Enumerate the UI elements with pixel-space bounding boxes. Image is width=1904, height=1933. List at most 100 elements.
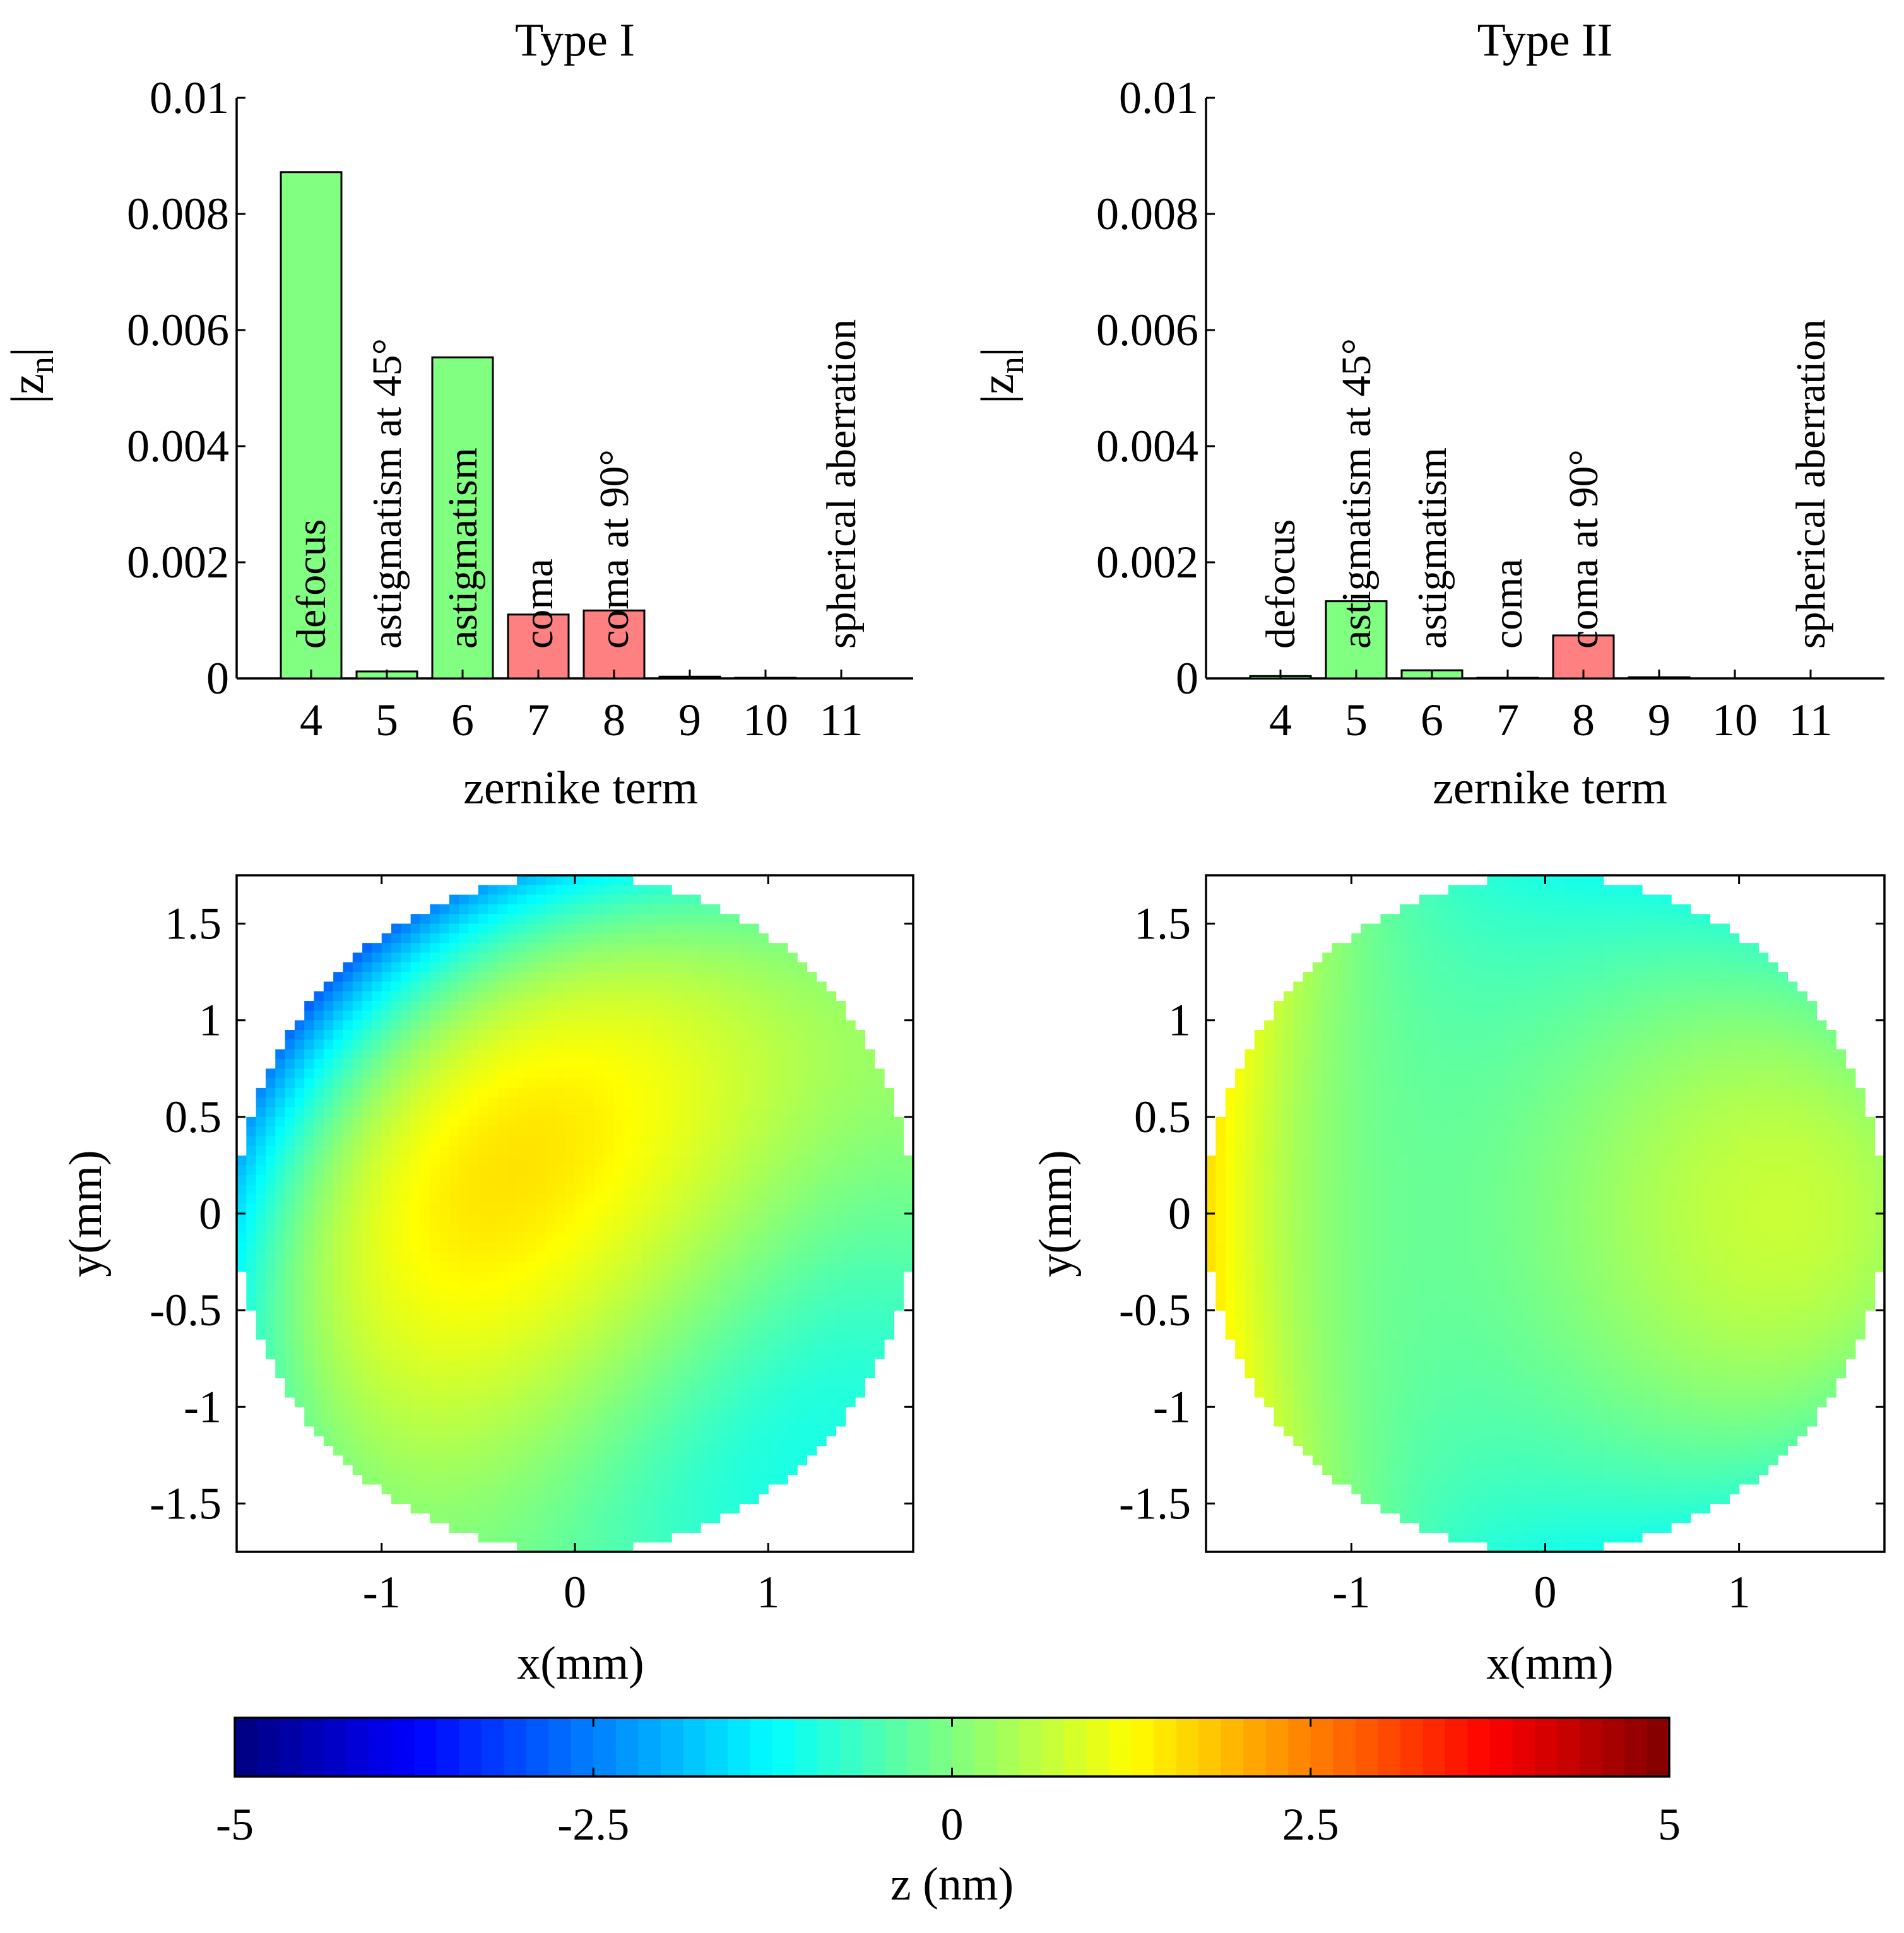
heatmap-cell bbox=[739, 1068, 750, 1079]
heatmap-cell bbox=[739, 1039, 750, 1050]
heatmap-cell bbox=[1235, 1165, 1246, 1176]
heatmap-cell bbox=[690, 1214, 701, 1224]
heatmap-cell bbox=[449, 1233, 459, 1243]
heatmap-cell bbox=[836, 1233, 846, 1243]
heatmap-cell bbox=[1254, 1203, 1265, 1214]
heatmap-cell bbox=[690, 1445, 701, 1456]
heatmap-cell bbox=[478, 1001, 488, 1011]
heatmap-cell bbox=[1215, 1300, 1226, 1311]
heatmap-cell bbox=[652, 1030, 663, 1040]
heatmap-cell bbox=[661, 1049, 672, 1060]
heatmap-cell bbox=[748, 1068, 759, 1079]
heatmap-cell bbox=[797, 1174, 808, 1185]
heatmap-cell bbox=[1361, 1445, 1371, 1456]
heatmap-cell bbox=[401, 1058, 411, 1069]
heatmap-cell bbox=[1235, 1174, 1246, 1185]
heatmap-cell bbox=[594, 1445, 605, 1456]
heatmap-cell bbox=[1351, 1214, 1362, 1224]
heatmap-cell bbox=[497, 952, 508, 963]
heatmap-cell bbox=[1400, 1426, 1410, 1436]
heatmap-cell bbox=[575, 1001, 585, 1011]
heatmap-cell bbox=[826, 1291, 837, 1301]
heatmap-cell bbox=[1342, 943, 1352, 954]
heatmap-cell bbox=[701, 1474, 711, 1485]
heatmap-cell bbox=[1312, 1271, 1323, 1282]
heatmap-cell bbox=[536, 1107, 547, 1118]
heatmap-cell bbox=[526, 1097, 537, 1108]
heatmap-cell bbox=[1351, 1445, 1362, 1456]
heatmap-cell bbox=[1283, 1107, 1294, 1118]
heatmap-cell bbox=[584, 1107, 595, 1118]
heatmap-cell bbox=[584, 972, 595, 983]
heatmap-cell bbox=[623, 1349, 634, 1359]
heatmap-cell bbox=[1371, 1097, 1381, 1108]
heatmap-cell bbox=[546, 1426, 556, 1436]
heatmap-cell bbox=[565, 972, 576, 983]
heatmap-cell bbox=[314, 1233, 324, 1243]
heatmap-cell bbox=[1215, 1185, 1226, 1195]
heatmap-cell bbox=[449, 1339, 459, 1349]
heatmap-cell bbox=[894, 1203, 904, 1214]
heatmap-cell bbox=[787, 1300, 798, 1311]
heatmap-cell bbox=[836, 1068, 846, 1079]
heatmap-cell bbox=[526, 1252, 537, 1263]
heatmap-cell bbox=[1225, 1252, 1236, 1263]
heatmap-cell bbox=[1351, 1474, 1362, 1485]
heatmap-cell bbox=[623, 1465, 634, 1475]
heatmap-cell bbox=[304, 1291, 315, 1301]
heatmap-cell bbox=[575, 1484, 585, 1494]
heatmap-cell bbox=[294, 1387, 305, 1398]
heatmap-cell bbox=[449, 1001, 459, 1011]
heatmap-cell bbox=[488, 1523, 499, 1533]
heatmap-cell bbox=[517, 1542, 528, 1552]
bar-chart-type-2: Type II00.0020.0040.0060.0080.014defocus… bbox=[972, 15, 1884, 814]
heatmap-cell bbox=[623, 933, 634, 943]
heatmap-cell bbox=[1254, 1300, 1265, 1311]
heatmap-cell bbox=[865, 1203, 875, 1214]
heatmap-cell bbox=[391, 1174, 401, 1185]
heatmap-cell bbox=[333, 1358, 344, 1369]
heatmap-cell bbox=[439, 933, 450, 943]
heatmap-cell bbox=[565, 1455, 576, 1465]
heatmap-cell bbox=[517, 933, 528, 943]
heatmap-cell bbox=[497, 1339, 508, 1349]
heatmap-cell bbox=[488, 1407, 499, 1417]
heatmap-cell bbox=[632, 1484, 643, 1494]
heatmap-cell bbox=[391, 1001, 401, 1011]
heatmap-cell bbox=[362, 1233, 372, 1243]
heatmap-cell bbox=[1390, 1136, 1400, 1147]
heatmap-cell bbox=[256, 1203, 266, 1214]
heatmap-cell bbox=[594, 1223, 605, 1234]
heatmap-cell bbox=[459, 1320, 470, 1330]
heatmap-cell bbox=[816, 1397, 827, 1407]
heatmap-cell bbox=[507, 1194, 517, 1205]
heatmap-cell bbox=[671, 1174, 682, 1185]
heatmap-cell bbox=[690, 1455, 701, 1465]
heatmap-cell bbox=[1312, 1068, 1323, 1079]
heatmap-cell bbox=[874, 1320, 885, 1330]
heatmap-cell bbox=[874, 1087, 885, 1098]
heatmap-cell bbox=[265, 1136, 276, 1147]
heatmap-cell bbox=[661, 914, 672, 925]
heatmap-cell bbox=[1400, 1068, 1410, 1079]
heatmap-cell bbox=[778, 1001, 788, 1011]
heatmap-cell bbox=[555, 1310, 566, 1321]
heatmap-cell bbox=[719, 1001, 730, 1011]
heatmap-cell bbox=[1380, 1503, 1391, 1514]
heatmap-cell bbox=[1235, 1214, 1246, 1224]
heatmap-cell bbox=[739, 1165, 750, 1176]
heatmap-cell bbox=[701, 1223, 711, 1234]
heatmap-cell bbox=[449, 943, 459, 954]
heatmap-cell bbox=[719, 1397, 730, 1407]
heatmap-cell bbox=[275, 1310, 286, 1321]
heatmap-cell bbox=[661, 1407, 672, 1417]
heatmap-cell bbox=[1342, 1397, 1352, 1407]
heatmap-cell bbox=[1342, 952, 1352, 963]
heatmap-cell bbox=[661, 1532, 672, 1543]
heatmap-cell bbox=[439, 1136, 450, 1147]
heatmap-cell bbox=[333, 1136, 344, 1147]
heatmap-cell bbox=[381, 1087, 392, 1098]
heatmap-cell bbox=[594, 1320, 605, 1330]
heatmap-cell bbox=[352, 1058, 363, 1069]
heatmap-cell bbox=[304, 1320, 315, 1330]
